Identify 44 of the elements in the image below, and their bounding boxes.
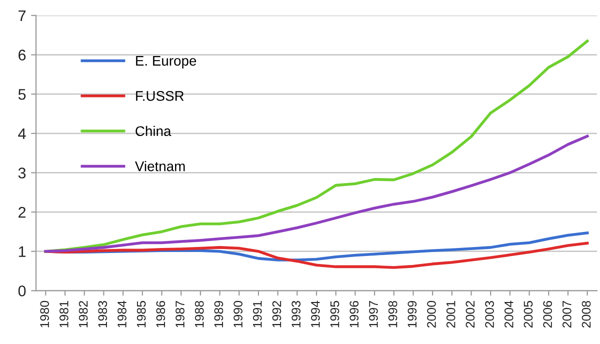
x-tick-label: 1994 — [311, 300, 320, 328]
x-tick-label: 1984 — [118, 300, 126, 328]
line-series — [44, 134, 589, 253]
y-tick-label: 4 — [18, 128, 26, 139]
x-tick-label: 2003 — [485, 300, 494, 328]
x-tick-label: 2004 — [504, 300, 514, 328]
y-tick-label: 0 — [18, 286, 26, 296]
x-tick-label: 1987 — [176, 301, 184, 328]
x-tick-label: 1997 — [369, 301, 378, 328]
x-tick-label: 2001 — [446, 301, 456, 328]
x-tick-label: 1998 — [388, 300, 398, 328]
x-tick-label: 1985 — [136, 300, 146, 328]
y-tick-label: 6 — [18, 50, 26, 60]
y-tick-label: 1 — [18, 246, 26, 257]
x-tick-label: 2000 — [427, 300, 436, 328]
x-tick-label: 1996 — [350, 300, 359, 328]
x-tick-label: 1983 — [98, 300, 108, 328]
legend-label: E. Europe — [136, 56, 196, 68]
y-tick-label: 3 — [18, 168, 26, 178]
x-tick-label: 1999 — [408, 300, 417, 328]
x-tick-label: 1993 — [292, 300, 301, 328]
x-tick-label: 1989 — [214, 300, 224, 328]
x-tick-label: 1986 — [156, 300, 166, 328]
line-series — [44, 40, 589, 253]
x-tick-label: 1981 — [60, 301, 68, 328]
legend-label: Vietnam — [135, 161, 185, 172]
line-series — [44, 242, 589, 269]
x-tick-label: 1982 — [78, 301, 88, 328]
x-tick-label: 1991 — [252, 301, 262, 328]
x-tick-label: 2008 — [582, 300, 591, 328]
x-tick-label: 1980 — [40, 300, 50, 328]
x-tick-label: 1988 — [194, 300, 204, 328]
x-tick-label: 1992 — [272, 301, 282, 328]
legend-label: F.USSR — [136, 91, 184, 101]
x-tick-label: 1995 — [330, 300, 340, 328]
y-tick-label: 5 — [18, 89, 26, 100]
x-tick-label: 2002 — [466, 301, 475, 328]
x-tick-label: 2006 — [543, 300, 552, 328]
legend-label: China — [136, 126, 172, 136]
x-tick-label: 1990 — [234, 300, 242, 328]
x-tick-label: 2005 — [524, 300, 533, 328]
x-tick-label: 2007 — [562, 301, 572, 328]
y-tick-label: 2 — [18, 206, 26, 218]
y-tick-label: 7 — [18, 10, 26, 22]
